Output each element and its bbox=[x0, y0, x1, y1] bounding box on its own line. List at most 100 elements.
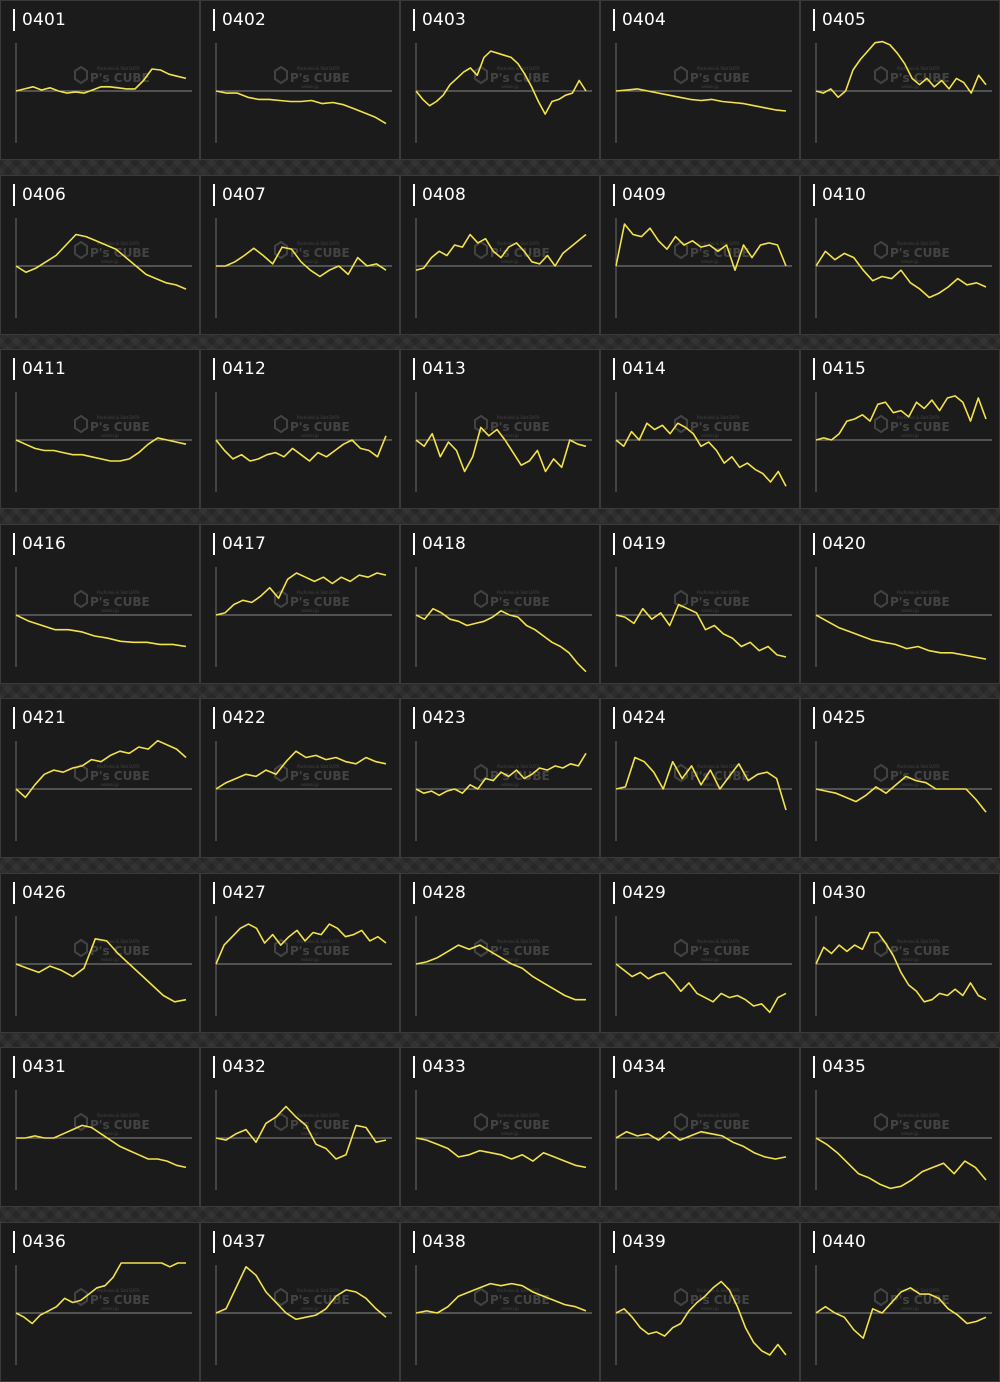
watermark-brand: P's CUBE bbox=[90, 944, 150, 958]
watermark-brand: P's CUBE bbox=[690, 944, 750, 958]
series-line bbox=[815, 931, 987, 1003]
chart-panel: 0424 P's CUBE Pachinko & Slot DATA sekoai.j… bbox=[600, 698, 800, 858]
watermark-brand: P's CUBE bbox=[290, 1293, 350, 1307]
watermark-top: Pachinko & Slot DATA bbox=[697, 241, 740, 246]
watermark-brand: P's CUBE bbox=[690, 71, 750, 85]
watermark-bottom: sekoai.jp bbox=[901, 259, 919, 264]
watermark-bottom: sekoai.jp bbox=[501, 259, 519, 264]
chart-title: 0402 bbox=[213, 9, 266, 31]
watermark-bottom: sekoai.jp bbox=[701, 259, 719, 264]
watermark-top: Pachinko & Slot DATA bbox=[97, 415, 140, 420]
watermark-bottom: sekoai.jp bbox=[701, 608, 719, 613]
cube-icon bbox=[274, 240, 288, 259]
chart-panel: 0404 P's CUBE Pachinko & Slot DATA sekoai.j… bbox=[600, 0, 800, 160]
chart-title: 0417 bbox=[213, 532, 266, 555]
series-line bbox=[15, 437, 187, 462]
series-line bbox=[15, 937, 187, 1003]
watermark-bottom: sekoai.jp bbox=[901, 1306, 919, 1311]
watermark-bottom: sekoai.jp bbox=[701, 84, 719, 89]
cube-icon bbox=[474, 240, 488, 259]
watermark-bottom: sekoai.jp bbox=[901, 782, 919, 787]
watermark-top: Pachinko & Slot DATA bbox=[297, 1288, 340, 1293]
watermark-top: Pachinko & Slot DATA bbox=[97, 590, 140, 595]
cube-icon bbox=[74, 763, 88, 783]
watermark-bottom: sekoai.jp bbox=[901, 1131, 919, 1136]
cube-icon bbox=[674, 763, 688, 783]
chart-panel: 0421 P's CUBE Pachinko & Slot DATA sekoai.j… bbox=[0, 698, 200, 858]
watermark-top: Pachinko & Slot DATA bbox=[497, 764, 540, 769]
chart-panel: 0406 P's CUBE Pachinko & Slot DATA sekoai.j… bbox=[0, 174, 200, 335]
watermark-top: Pachinko & Slot DATA bbox=[497, 939, 540, 944]
chart-panel: 0427 P's CUBE Pachinko & Slot DATA sekoai.j… bbox=[200, 872, 400, 1033]
series-line bbox=[415, 943, 586, 1000]
chart-title: 0433 bbox=[413, 1056, 466, 1078]
series-line bbox=[815, 250, 987, 298]
cube-icon bbox=[874, 240, 888, 259]
watermark-top: Pachinko & Slot DATA bbox=[297, 1113, 340, 1118]
watermark-bottom: sekoai.jp bbox=[701, 433, 719, 438]
watermark-top: Pachinko & Slot DATA bbox=[897, 1113, 940, 1118]
chart-title: 0437 bbox=[213, 1230, 266, 1253]
chart-panel: 0433 P's CUBE Pachinko & Slot DATA sekoai.j… bbox=[400, 1047, 600, 1207]
watermark-top: Pachinko & Slot DATA bbox=[697, 415, 740, 420]
cube-icon bbox=[474, 938, 488, 957]
chart-title: 0405 bbox=[813, 9, 866, 31]
watermark-brand: P's CUBE bbox=[690, 1118, 750, 1132]
watermark-top: Pachinko & Slot DATA bbox=[497, 415, 540, 420]
cube-icon bbox=[74, 589, 88, 608]
cube-icon bbox=[74, 1287, 88, 1306]
chart-panel: 0437 P's CUBE Pachinko & Slot DATA sekoai.j… bbox=[200, 1221, 400, 1382]
watermark-bottom: sekoai.jp bbox=[501, 1131, 519, 1136]
watermark-top: Pachinko & Slot DATA bbox=[97, 66, 140, 71]
series-line bbox=[615, 962, 787, 1013]
cube-icon bbox=[74, 414, 88, 434]
series-line bbox=[815, 395, 987, 441]
watermark-brand: P's CUBE bbox=[90, 71, 150, 85]
chart-panel: 0416 P's CUBE Pachinko & Slot DATA sekoai.j… bbox=[0, 523, 200, 684]
watermark-top: Pachinko & Slot DATA bbox=[97, 764, 140, 769]
watermark-top: Pachinko & Slot DATA bbox=[897, 1288, 940, 1293]
chart-title: 0428 bbox=[413, 881, 466, 904]
cube-icon bbox=[74, 240, 88, 259]
watermark-brand: P's CUBE bbox=[290, 595, 350, 609]
chart-panel: 0410 P's CUBE Pachinko & Slot DATA sekoai.j… bbox=[800, 174, 1000, 335]
series-line bbox=[216, 245, 387, 277]
series-line bbox=[415, 752, 587, 797]
series-line bbox=[415, 1137, 587, 1169]
watermark-bottom: sekoai.jp bbox=[501, 433, 519, 438]
watermark-top: Pachinko & Slot DATA bbox=[97, 1288, 140, 1293]
watermark-brand: P's CUBE bbox=[90, 1118, 150, 1132]
watermark-top: Pachinko & Slot DATA bbox=[297, 939, 340, 944]
chart-panel: 0436 P's CUBE Pachinko & Slot DATA sekoai.j… bbox=[0, 1221, 200, 1382]
series-line bbox=[815, 40, 987, 99]
watermark-brand: P's CUBE bbox=[290, 246, 350, 260]
watermark-top: Pachinko & Slot DATA bbox=[297, 590, 340, 595]
watermark-brand: P's CUBE bbox=[490, 1293, 550, 1307]
watermark-brand: P's CUBE bbox=[290, 769, 350, 783]
chart-title: 0410 bbox=[813, 183, 866, 206]
watermark-bottom: sekoai.jp bbox=[101, 259, 119, 264]
